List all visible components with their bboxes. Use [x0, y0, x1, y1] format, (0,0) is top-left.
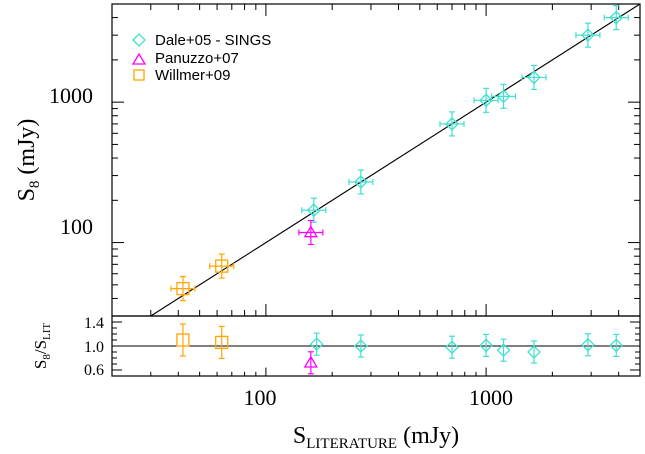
- ratio-marker-diamond: [527, 345, 541, 359]
- ratio-y-tick-label-1-0: 1.0: [84, 339, 104, 356]
- ratio-marker-diamond: [609, 338, 624, 353]
- ratio-marker-diamond: [496, 343, 511, 358]
- ratio-y-tick-label-1-4: 1.4: [84, 315, 104, 332]
- legend-label-willmer: Willmer+09: [155, 67, 230, 84]
- ratio-marker-square: [215, 335, 229, 350]
- main-marker-diamond: [496, 89, 511, 104]
- legend-square-icon: [133, 69, 145, 81]
- main-marker-diamond: [527, 70, 541, 85]
- legend-label-panuzzo: Panuzzo+07: [155, 50, 239, 67]
- y-tick-label-1000: 1000: [49, 83, 93, 108]
- ratio-marker-diamond: [309, 337, 324, 352]
- main-marker-diamond: [580, 28, 595, 43]
- ratio-marker-diamond: [580, 337, 595, 352]
- x-tick-label-100: 100: [244, 385, 277, 410]
- main-marker-diamond: [353, 175, 368, 189]
- main-marker-diamond: [306, 203, 321, 218]
- x-axis-label: SLITERATURE (mJy): [293, 423, 459, 452]
- ratio-y-axis-label: S8/SLIT: [31, 323, 53, 370]
- y-axis-label: S8 (mJy): [14, 119, 43, 202]
- ratio-marker-diamond: [353, 339, 368, 353]
- legend-label-dale: Dale+05 - SINGS: [155, 32, 271, 49]
- main-marker-diamond: [445, 116, 459, 131]
- ratio-marker-diamond: [479, 338, 494, 353]
- ratio-marker-square: [176, 333, 190, 347]
- ratio-y-tick-label-0-6: 0.6: [84, 362, 104, 379]
- ratio-marker-diamond: [445, 340, 459, 355]
- y-tick-label-100: 100: [60, 214, 93, 239]
- legend: Dale+05 - SINGS Panuzzo+07 Willmer+09: [131, 32, 271, 84]
- axis-ticks: [111, 3, 641, 377]
- x-tick-label-1000: 1000: [469, 385, 513, 410]
- main-marker-square: [176, 281, 190, 296]
- main-marker-diamond: [609, 10, 624, 25]
- main-marker-diamond: [479, 93, 494, 108]
- legend-triangle-icon: [131, 52, 147, 65]
- main-marker-triangle: [303, 225, 318, 238]
- one-to-one-line: [150, 3, 641, 317]
- data-points: [170, 5, 629, 375]
- reference-lines: [112, 3, 641, 347]
- legend-diamond-icon: [132, 33, 146, 47]
- ratio-marker-triangle: [303, 355, 318, 368]
- main-marker-square: [215, 259, 229, 273]
